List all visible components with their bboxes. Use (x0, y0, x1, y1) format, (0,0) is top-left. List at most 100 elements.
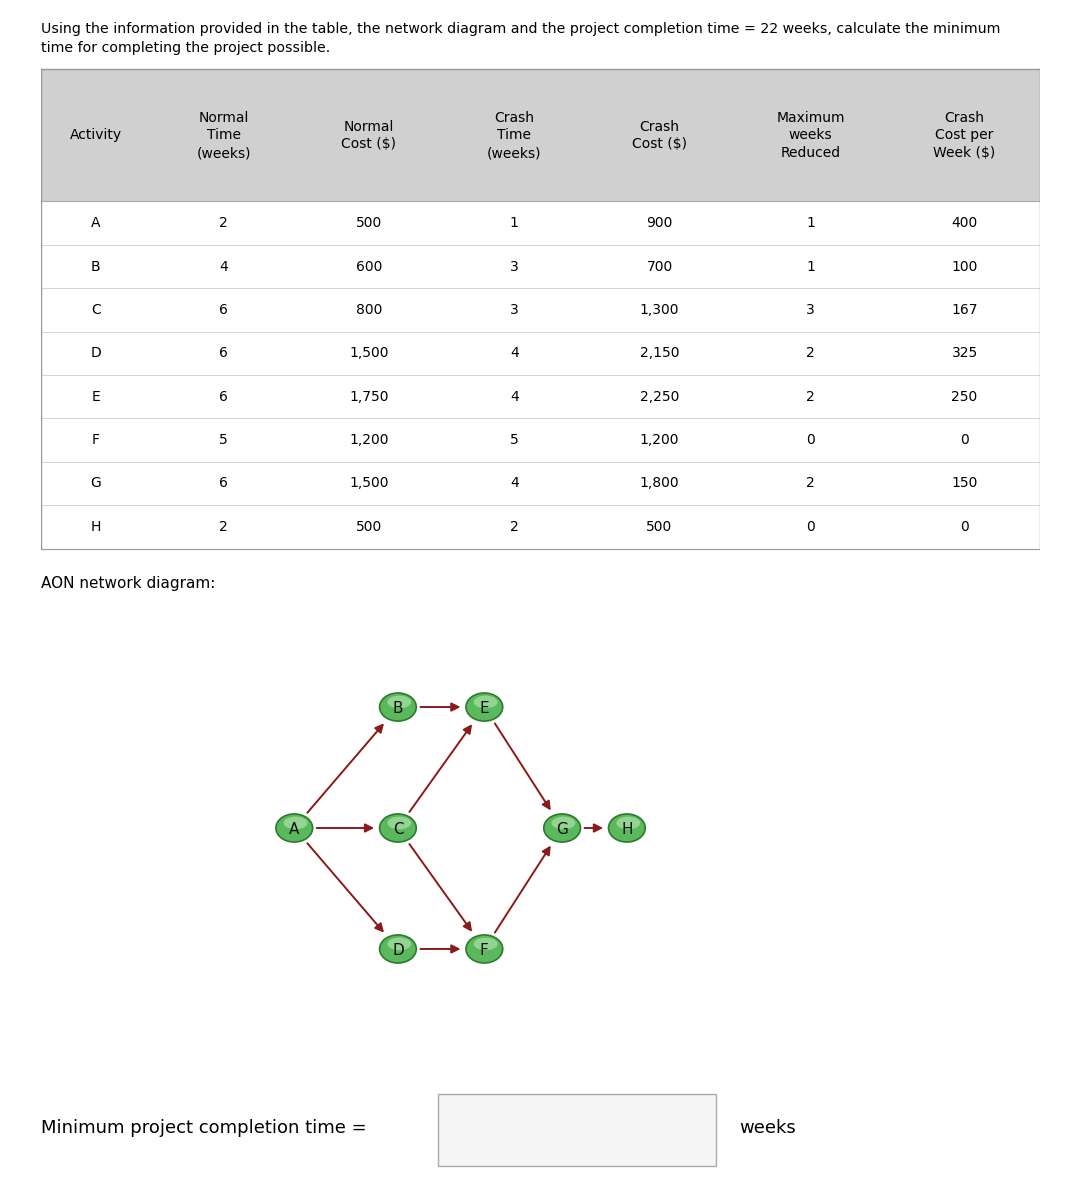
Ellipse shape (379, 814, 416, 842)
Text: 500: 500 (356, 216, 382, 230)
Text: 600: 600 (356, 259, 382, 274)
Text: 6: 6 (219, 390, 228, 403)
Text: H: H (621, 822, 633, 836)
Text: 4: 4 (510, 347, 518, 360)
Text: H: H (91, 520, 100, 534)
Text: time for completing the project possible.: time for completing the project possible… (41, 41, 330, 55)
Ellipse shape (387, 696, 412, 708)
Text: 6: 6 (219, 347, 228, 360)
Text: 500: 500 (647, 520, 672, 534)
Text: 1,300: 1,300 (639, 302, 679, 317)
Text: 0: 0 (806, 433, 815, 448)
Text: 250: 250 (951, 390, 978, 403)
Bar (41, 462, 1040, 505)
Ellipse shape (544, 814, 580, 842)
Text: 6: 6 (219, 302, 228, 317)
Text: Maximum
weeks
Reduced: Maximum weeks Reduced (776, 110, 845, 161)
Text: 3: 3 (510, 302, 518, 317)
Text: B: B (91, 259, 100, 274)
Bar (41, 202, 1040, 245)
Ellipse shape (387, 937, 412, 950)
Text: 2,150: 2,150 (639, 347, 679, 360)
Text: Crash
Cost ($): Crash Cost ($) (632, 120, 687, 151)
Text: 500: 500 (356, 520, 382, 534)
Text: 2: 2 (510, 520, 518, 534)
Text: 1,500: 1,500 (350, 476, 389, 491)
Bar (41, 376, 1040, 419)
Text: D: D (91, 347, 102, 360)
Ellipse shape (552, 817, 575, 829)
Text: 1,750: 1,750 (350, 390, 389, 403)
Bar (41, 70, 1040, 202)
Text: 1,800: 1,800 (639, 476, 679, 491)
Text: 0: 0 (960, 433, 969, 448)
Text: 1,200: 1,200 (639, 433, 679, 448)
Bar (41, 505, 1040, 548)
Text: 6: 6 (219, 476, 228, 491)
Text: 1: 1 (806, 216, 815, 230)
Ellipse shape (608, 814, 646, 842)
Ellipse shape (283, 817, 308, 829)
Text: Crash
Cost per
Week ($): Crash Cost per Week ($) (933, 110, 995, 161)
Ellipse shape (474, 937, 497, 950)
Text: 700: 700 (647, 259, 672, 274)
Bar (41, 419, 1040, 462)
FancyBboxPatch shape (438, 1094, 716, 1166)
Text: Minimum project completion time =: Minimum project completion time = (41, 1118, 367, 1138)
Text: 1,500: 1,500 (350, 347, 389, 360)
Text: 150: 150 (951, 476, 978, 491)
Text: F: F (92, 433, 99, 448)
Text: 4: 4 (510, 390, 518, 403)
Text: C: C (91, 302, 100, 317)
Text: 800: 800 (356, 302, 382, 317)
Text: 0: 0 (960, 520, 969, 534)
Ellipse shape (379, 692, 416, 721)
Bar (41, 245, 1040, 288)
Text: 100: 100 (951, 259, 978, 274)
Text: 1: 1 (510, 216, 518, 230)
Text: 167: 167 (951, 302, 978, 317)
Text: 1: 1 (806, 259, 815, 274)
Text: Using the information provided in the table, the network diagram and the project: Using the information provided in the ta… (41, 22, 1000, 36)
Text: AON network diagram:: AON network diagram: (41, 576, 215, 590)
Text: C: C (392, 822, 403, 836)
Text: D: D (392, 942, 404, 958)
Text: G: G (556, 822, 568, 836)
Bar (41, 331, 1040, 376)
Text: 4: 4 (219, 259, 228, 274)
Text: 2: 2 (806, 347, 815, 360)
Text: 0: 0 (806, 520, 815, 534)
Text: 400: 400 (951, 216, 978, 230)
Ellipse shape (616, 817, 640, 829)
Text: 2: 2 (806, 476, 815, 491)
Text: Normal
Time
(weeks): Normal Time (weeks) (197, 110, 251, 161)
Ellipse shape (387, 817, 412, 829)
Text: 1,200: 1,200 (350, 433, 389, 448)
Text: 5: 5 (510, 433, 518, 448)
Text: 2,250: 2,250 (640, 390, 679, 403)
Text: E: E (480, 701, 490, 715)
Text: F: F (480, 942, 489, 958)
Bar (41, 288, 1040, 331)
Bar (41, 70, 1040, 202)
Text: 2: 2 (806, 390, 815, 403)
Text: 2: 2 (219, 520, 228, 534)
Text: 325: 325 (951, 347, 978, 360)
Text: 2: 2 (219, 216, 228, 230)
Text: E: E (92, 390, 100, 403)
Ellipse shape (466, 692, 502, 721)
Text: B: B (392, 701, 403, 715)
Ellipse shape (466, 935, 502, 962)
Text: 3: 3 (510, 259, 518, 274)
Text: Activity: Activity (69, 128, 122, 143)
Ellipse shape (474, 696, 497, 708)
Text: A: A (91, 216, 100, 230)
Text: Crash
Time
(weeks): Crash Time (weeks) (487, 110, 542, 161)
Text: weeks: weeks (740, 1118, 796, 1138)
Text: 5: 5 (219, 433, 228, 448)
Text: 900: 900 (647, 216, 672, 230)
Ellipse shape (379, 935, 416, 962)
Text: 4: 4 (510, 476, 518, 491)
Text: A: A (289, 822, 299, 836)
Text: 3: 3 (806, 302, 815, 317)
